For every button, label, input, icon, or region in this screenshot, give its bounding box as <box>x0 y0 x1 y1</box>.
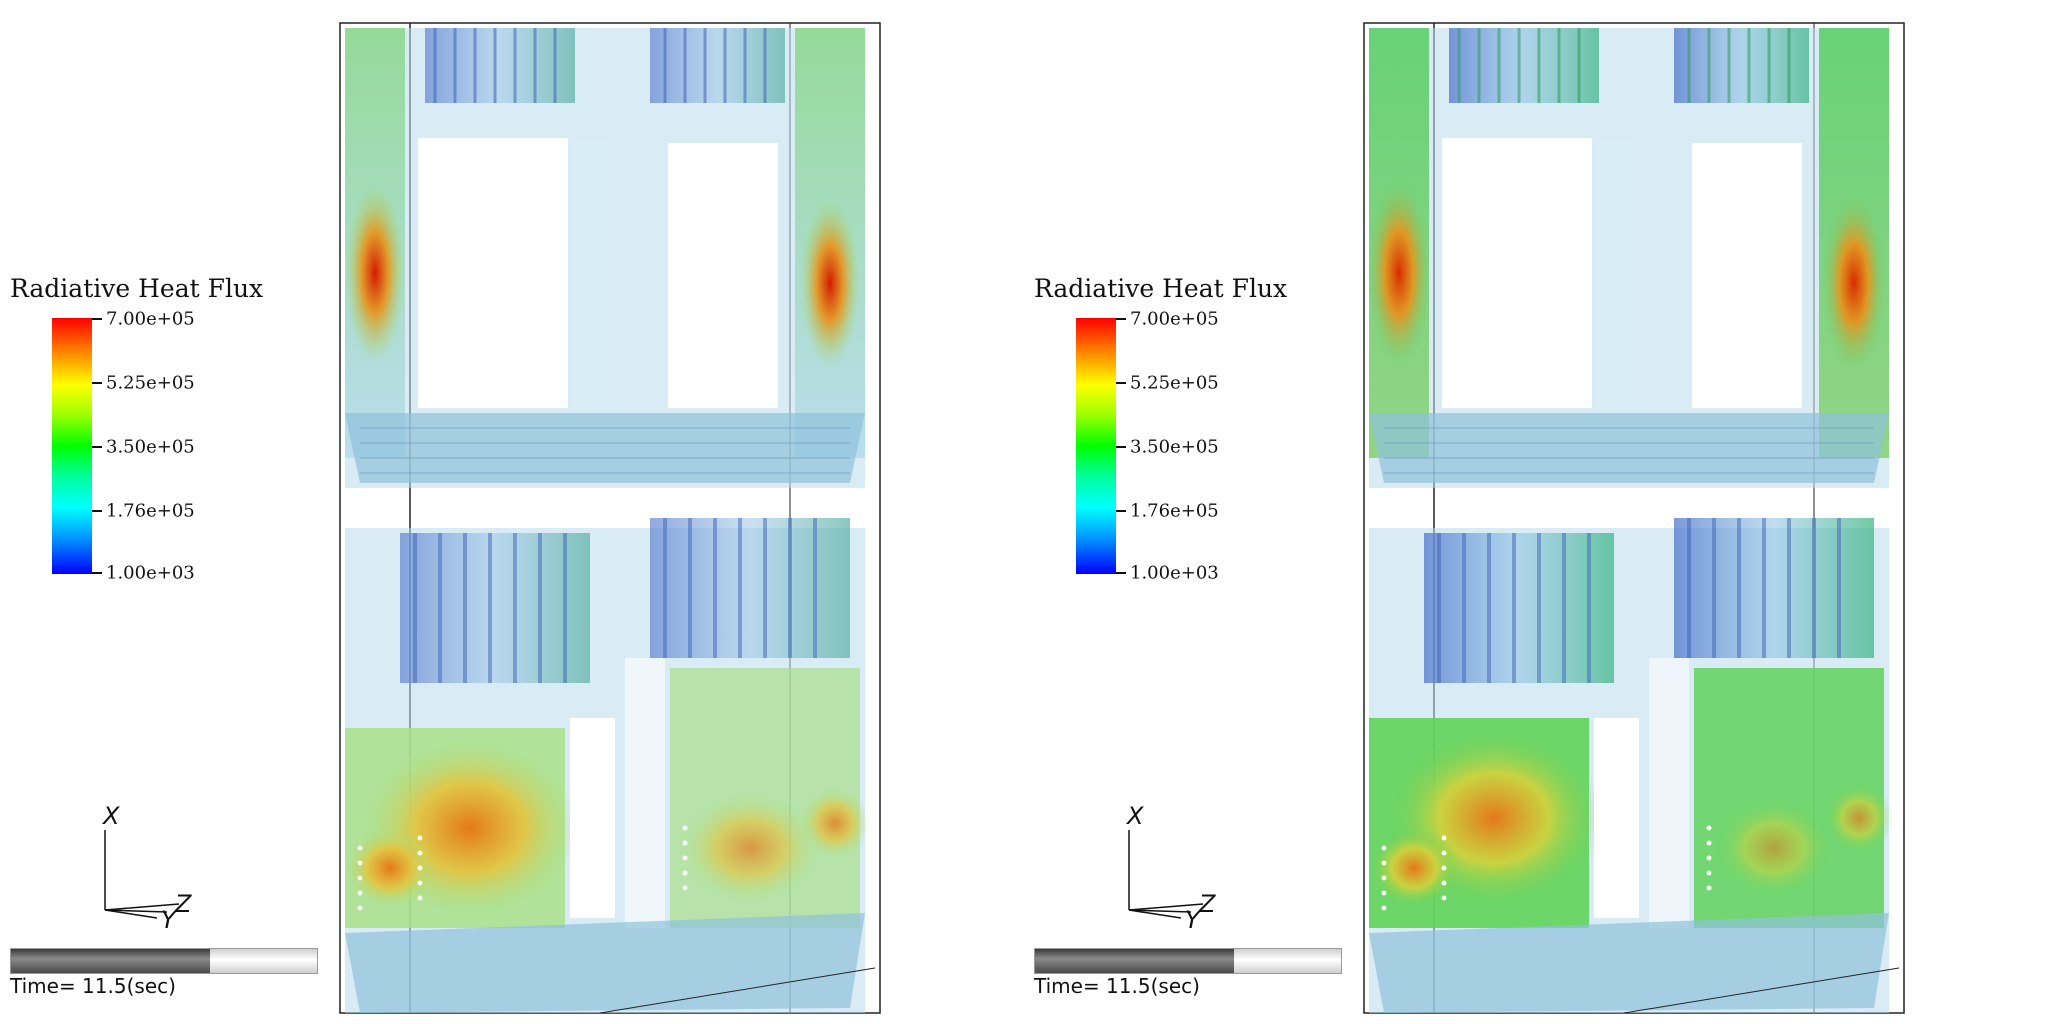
legend-tick-mark <box>92 510 102 512</box>
legend-tick-mark <box>92 572 102 574</box>
time-progress-fill <box>1035 949 1234 973</box>
legend-tick-label: 3.50e+05 <box>1130 436 1219 458</box>
time-progress-bar <box>10 948 318 974</box>
legend-tick-mark <box>1116 382 1126 384</box>
axis-label-x: X <box>1125 802 1144 830</box>
legend-tick-label: 3.50e+05 <box>106 436 195 458</box>
legend-tick-label: 1.00e+03 <box>1130 562 1219 584</box>
legend-tick-label: 1.76e+05 <box>1130 500 1219 522</box>
legend-tick-label: 7.00e+05 <box>1130 308 1219 330</box>
color-bar <box>1076 318 1116 574</box>
orientation-axes: X Y Z <box>101 802 192 934</box>
legend-tick-mark <box>92 446 102 448</box>
legend-tick-mark <box>92 382 102 384</box>
axis-label-y: Y <box>161 906 178 934</box>
render-viewport-right[interactable]: Radiative Heat Flux 7.00e+05 5.25e+05 3.… <box>1024 0 2048 1024</box>
legend-tick-label: 5.25e+05 <box>106 372 195 394</box>
legend-tick-mark <box>1116 318 1126 320</box>
color-bar <box>52 318 92 574</box>
time-progress-bar <box>1034 948 1342 974</box>
legend-tick-mark <box>1116 572 1126 574</box>
legend-tick-mark <box>1116 446 1126 448</box>
axis-label-y: Y <box>1185 906 1202 934</box>
legend-title: Radiative Heat Flux <box>1034 274 1288 303</box>
legend-tick-mark <box>92 318 102 320</box>
time-label: Time= 11.5(sec) <box>1034 974 1200 998</box>
legend-tick-label: 1.00e+03 <box>106 562 195 584</box>
time-progress-fill <box>11 949 210 973</box>
legend-title: Radiative Heat Flux <box>10 274 264 303</box>
legend-tick-mark <box>1116 510 1126 512</box>
axis-label-z: Z <box>1198 890 1216 918</box>
time-label: Time= 11.5(sec) <box>10 974 176 998</box>
axis-label-x: X <box>101 802 120 830</box>
orientation-axes: X Y Z <box>1125 802 1216 934</box>
legend-tick-label: 7.00e+05 <box>106 308 195 330</box>
legend-tick-label: 5.25e+05 <box>1130 372 1219 394</box>
furnace-render <box>1363 22 1905 1014</box>
render-viewport-left[interactable]: Radiative Heat Flux 7.00e+05 5.25e+05 3.… <box>0 0 1024 1024</box>
legend-tick-label: 1.76e+05 <box>106 500 195 522</box>
furnace-render <box>339 22 881 1014</box>
axis-label-z: Z <box>174 890 192 918</box>
